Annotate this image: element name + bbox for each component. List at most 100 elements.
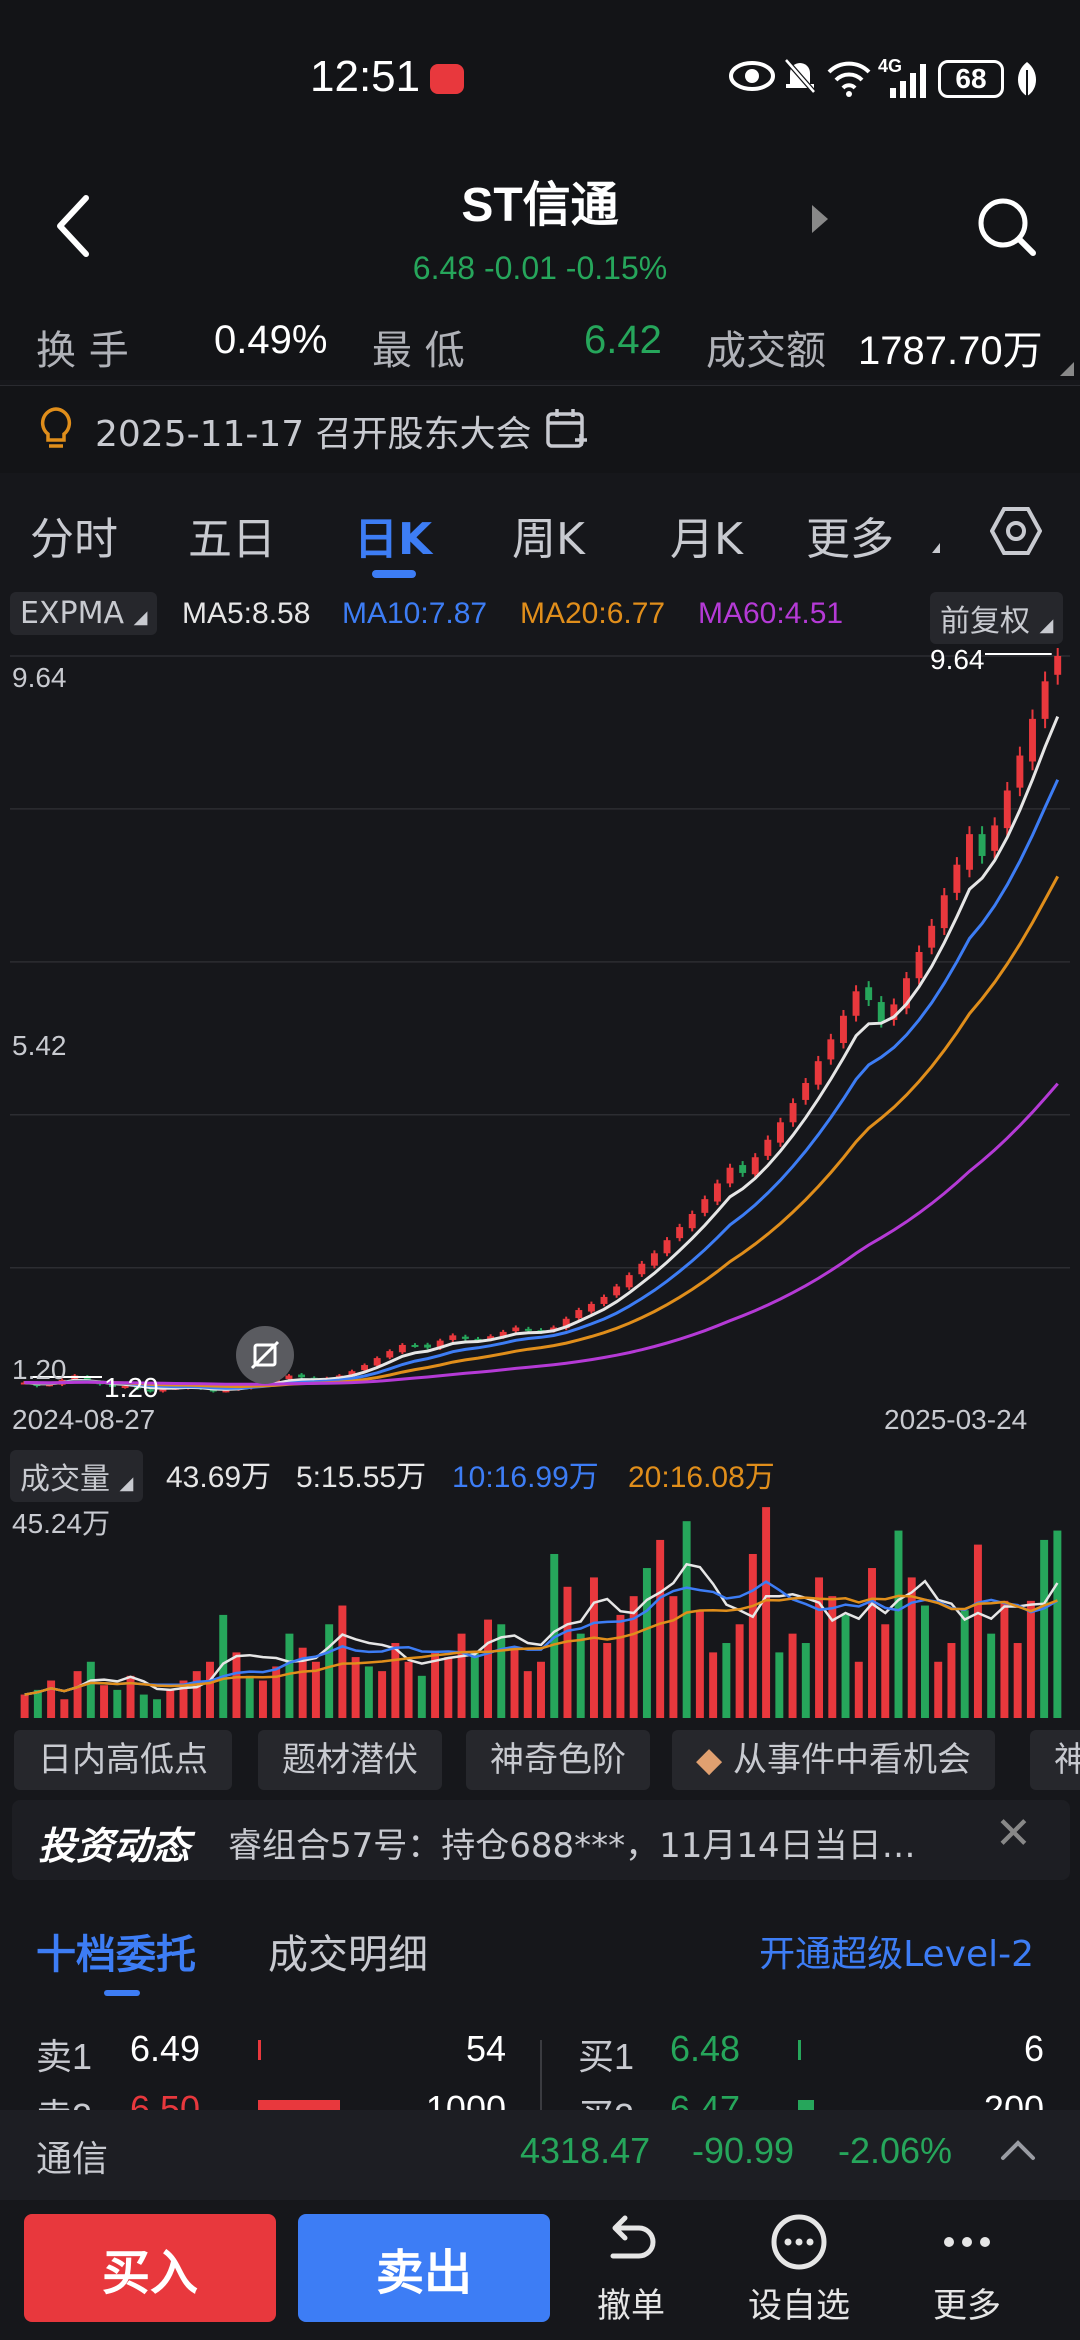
volume-bar xyxy=(73,1671,82,1718)
volume-bar xyxy=(868,1568,876,1718)
volume-bar xyxy=(153,1699,161,1718)
chevron-up-icon[interactable] xyxy=(1000,2138,1036,2162)
volume-bar xyxy=(523,1671,532,1718)
volume-bar xyxy=(682,1521,691,1718)
more-dots-icon xyxy=(944,2237,990,2247)
tab-weekly-k[interactable]: 周K xyxy=(512,514,585,565)
eye-icon xyxy=(728,56,776,100)
back-arrow-icon[interactable] xyxy=(50,190,98,262)
volume-bar xyxy=(417,1675,426,1718)
sell-button[interactable]: 卖出 xyxy=(298,2214,550,2322)
candle xyxy=(663,1240,671,1254)
candle xyxy=(373,1358,381,1366)
tab-daily-k[interactable]: 日K xyxy=(354,514,433,565)
volume-bar xyxy=(510,1647,519,1718)
volume-bar xyxy=(444,1657,453,1718)
volume-bar xyxy=(325,1624,334,1718)
volume-bar xyxy=(139,1694,148,1718)
low-value: 6.42 xyxy=(584,318,662,362)
tab-monthly-k[interactable]: 月K xyxy=(670,514,743,565)
candle xyxy=(461,1336,469,1339)
volume-bar xyxy=(391,1643,400,1718)
volume-bar xyxy=(232,1652,241,1718)
event-row[interactable] xyxy=(0,385,1080,473)
volume-bar xyxy=(1040,1539,1049,1718)
chip-theme-lurk[interactable]: 题材潜伏 xyxy=(258,1730,442,1790)
volume-bar xyxy=(815,1577,824,1718)
candle xyxy=(713,1183,721,1202)
volume-bar xyxy=(179,1680,188,1718)
drawing-tool-icon[interactable] xyxy=(236,1326,294,1384)
tab-intraday[interactable]: 分时 xyxy=(30,514,118,565)
volume-bar xyxy=(272,1666,281,1718)
search-icon[interactable] xyxy=(975,195,1037,257)
volume-bar xyxy=(33,1689,42,1718)
chip-event-opportunity[interactable]: ◆ 从事件中看机会 xyxy=(672,1730,995,1790)
max-price-marker: 9.64 xyxy=(930,644,985,675)
candle xyxy=(852,991,860,1016)
buy1-label: 买1 xyxy=(578,2036,635,2077)
volume-chart[interactable] xyxy=(10,1496,1070,1721)
chip-color-scale[interactable]: 神奇色阶 xyxy=(466,1730,650,1790)
sell1-price: 6.49 xyxy=(130,2028,201,2069)
indicator-selector[interactable]: EXPMA ◢ xyxy=(10,592,158,635)
candle xyxy=(562,1318,570,1329)
chip-truncated[interactable]: 神 xyxy=(1030,1730,1080,1790)
candle xyxy=(1003,790,1011,829)
tab-ten-level-orders[interactable]: 十档委托 xyxy=(36,1932,196,1978)
chip-intraday-high-low[interactable]: 日内高低点 xyxy=(14,1730,232,1790)
min-price-marker: 1.20 xyxy=(104,1372,159,1403)
buy1-price: 6.48 xyxy=(670,2028,741,2069)
news-bar[interactable] xyxy=(12,1800,1070,1880)
more-button[interactable]: 更多 xyxy=(902,2210,1032,2327)
adjust-label: 前复权 xyxy=(940,604,1030,639)
buy-button[interactable]: 买入 xyxy=(24,2214,276,2322)
ma10-line xyxy=(24,779,1060,1390)
sell1-label: 卖1 xyxy=(36,2036,93,2077)
mute-bell-icon xyxy=(782,56,818,100)
cancel-order-button[interactable]: 撤单 xyxy=(566,2210,696,2327)
add-watchlist-button[interactable]: 设自选 xyxy=(734,2210,864,2327)
volume-bar xyxy=(748,1553,757,1718)
expand-corner-icon[interactable] xyxy=(1060,362,1074,376)
sector-index-change: -90.99 xyxy=(692,2130,795,2171)
ellipsis-circle-icon xyxy=(771,2214,827,2270)
tab-more[interactable]: 更多 xyxy=(806,514,894,565)
candle xyxy=(83,1376,91,1382)
leaf-icon xyxy=(1014,60,1040,102)
volume-ma20-line xyxy=(24,1594,1058,1696)
volume-bar xyxy=(735,1624,744,1718)
adjust-selector[interactable]: 前复权 ◢ xyxy=(930,592,1064,644)
battery-indicator: 68 xyxy=(938,60,1004,98)
candle xyxy=(436,1340,444,1349)
calendar-add-icon[interactable] xyxy=(545,407,589,451)
news-text[interactable]: 睿组合57号：持仓688***，11月14日当日… xyxy=(228,1826,916,1866)
candle xyxy=(587,1303,595,1312)
sector-index-bar[interactable] xyxy=(0,2110,1080,2200)
volume-bar xyxy=(206,1661,214,1718)
chart-settings-icon[interactable] xyxy=(989,505,1043,557)
sell1-qty: 54 xyxy=(465,2028,506,2069)
volume-bar xyxy=(60,1699,69,1718)
volume-selector[interactable]: 成交量 ◢ xyxy=(10,1450,144,1502)
volume-bar xyxy=(841,1614,850,1718)
kline-chart[interactable] xyxy=(10,648,1070,1398)
caret-icon: ◢ xyxy=(119,1473,134,1494)
volume-bar xyxy=(947,1643,956,1718)
buy1-bar xyxy=(798,2040,801,2060)
next-stock-arrow-icon[interactable] xyxy=(812,205,828,233)
candle xyxy=(751,1157,759,1175)
close-icon[interactable]: ✕ xyxy=(995,1808,1032,1859)
huawei-app-icon xyxy=(430,64,464,94)
tab-trade-details[interactable]: 成交明细 xyxy=(268,1932,428,1978)
add-watchlist-label: 设自选 xyxy=(748,2286,850,2326)
volume-bar xyxy=(854,1661,863,1718)
volume-bar xyxy=(589,1577,598,1718)
tab-five-day[interactable]: 五日 xyxy=(188,514,276,565)
candle xyxy=(827,1039,835,1060)
volume-bar xyxy=(669,1596,678,1718)
y-axis-bottom: 1.20 xyxy=(12,1354,67,1385)
volume-bar xyxy=(537,1661,545,1718)
level2-upgrade-link[interactable]: 开通超级Level-2 xyxy=(759,1934,1034,1975)
candle xyxy=(650,1253,658,1266)
